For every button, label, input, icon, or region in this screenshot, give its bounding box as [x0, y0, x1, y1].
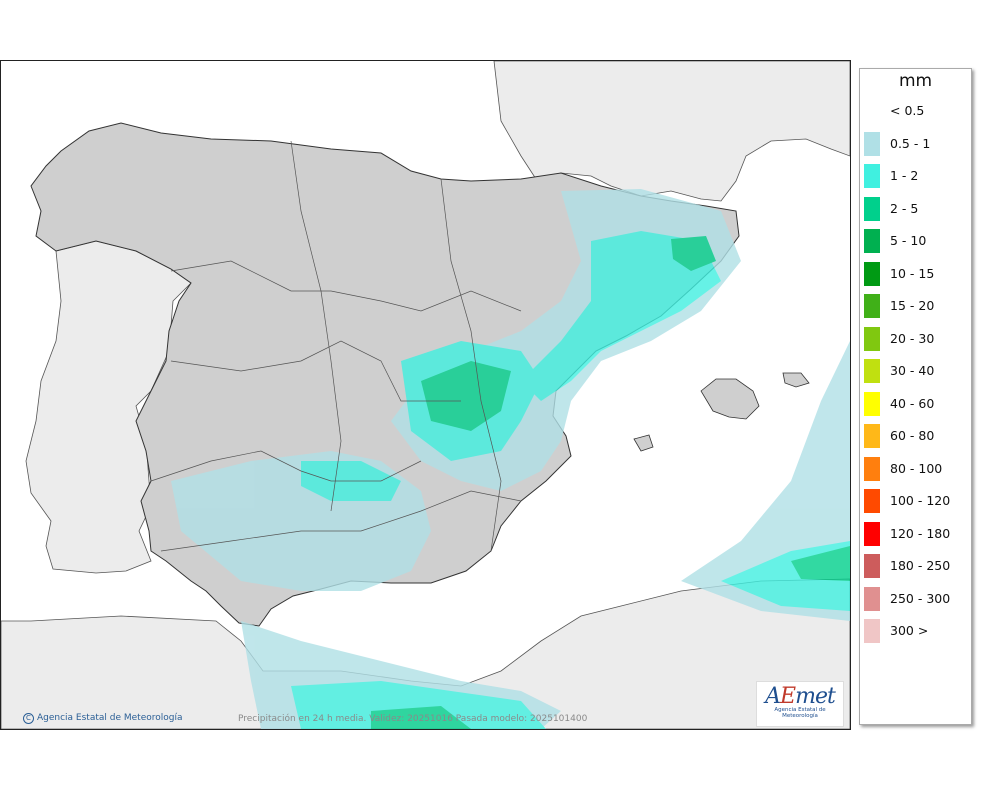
legend-label: 2 - 5: [890, 200, 919, 216]
legend-swatch: [864, 391, 880, 416]
legend-label: 180 - 250: [890, 558, 951, 573]
map-canvas: [1, 61, 850, 729]
legend-item: 180 - 250: [860, 552, 971, 578]
precipitation-map: C Agencia Estatal de Meteorología Precipi…: [0, 60, 851, 730]
legend-swatch: [864, 261, 880, 286]
credit-label: Agencia Estatal de Meteorología: [37, 713, 183, 723]
legend-label: 120 - 180: [890, 525, 951, 541]
legend-swatch: [864, 586, 880, 611]
legend-item: 300 >: [860, 617, 971, 643]
legend-item: 60 - 80: [860, 422, 971, 448]
aemet-logo: AEmet Agencia Estatal de Meteorología: [756, 681, 844, 727]
legend-swatch: [864, 294, 880, 318]
legend-panel: mm < 0.5 0.5 - 1 1 - 2 2 - 5 5 - 10 10 - 15 15…: [859, 68, 972, 725]
legend-swatch: [864, 229, 880, 253]
legend-label: 300 >: [890, 623, 929, 638]
menorca: [782, 372, 810, 388]
legend-label: 0.5 - 1: [890, 135, 931, 151]
legend-swatch: [864, 326, 880, 351]
legend-item: 15 - 20: [860, 292, 971, 318]
mallorca: [700, 378, 760, 420]
legend-label: 250 - 300: [890, 590, 951, 606]
legend-label: < 0.5: [890, 103, 925, 118]
legend-label: 30 - 40: [890, 363, 935, 378]
credit-text: C Agencia Estatal de Meteorología: [23, 713, 183, 724]
legend-swatch: [864, 619, 880, 643]
legend-swatch: [864, 521, 880, 546]
logo-brand: AEmet: [765, 684, 836, 709]
precip-zone-10: [421, 361, 511, 431]
precip-zone-11: [671, 236, 716, 271]
legend-swatch: [864, 359, 880, 383]
border-line: [150, 450, 422, 482]
legend-item: 5 - 10: [860, 227, 971, 253]
legend-swatch: [864, 99, 880, 123]
legend-label: 15 - 20: [890, 298, 935, 313]
legend-item: 40 - 60: [860, 390, 971, 416]
legend-item: 0.5 - 1: [860, 130, 971, 156]
border-line: [170, 340, 461, 402]
border-line: [160, 490, 522, 552]
legend-swatch: [864, 554, 880, 578]
precip-zone-12: [791, 546, 850, 581]
copyright-icon: C: [23, 713, 34, 724]
legend-swatch: [864, 456, 880, 481]
legend-item: 100 - 120: [860, 487, 971, 513]
precipitation-overlay: [171, 189, 850, 729]
legend-label: 20 - 30: [890, 330, 935, 346]
legend-label: 80 - 100: [890, 460, 943, 476]
legend-label: 60 - 80: [890, 428, 935, 443]
ibiza: [633, 434, 654, 452]
legend-label: 100 - 120: [890, 493, 951, 508]
precip-zone-13: [371, 706, 471, 729]
legend-swatch: [864, 196, 880, 221]
precip-zone-5: [521, 231, 721, 401]
legend-swatch: [864, 424, 880, 448]
logo-subtitle: Agencia Estatal de Meteorología: [774, 707, 826, 719]
legend-swatch: [864, 164, 880, 188]
legend-label: 40 - 60: [890, 395, 935, 411]
legend-item: 20 - 30: [860, 325, 971, 351]
validity-note: Precipitación en 24 h media. Validez: 20…: [238, 714, 588, 724]
portugal-land: [25, 240, 192, 574]
legend-item: 80 - 100: [860, 455, 971, 481]
border-line: [170, 260, 522, 312]
legend-title: mm: [898, 71, 933, 91]
legend-swatch: [864, 489, 880, 513]
legend-label: 1 - 2: [890, 168, 919, 183]
precip-zone-9: [291, 681, 546, 729]
legend-label: 5 - 10: [890, 233, 927, 248]
legend-item: 1 - 2: [860, 162, 971, 188]
legend-item: 250 - 300: [860, 585, 971, 611]
border-line: [290, 140, 342, 512]
legend-swatch: [864, 131, 880, 156]
legend-item: < 0.5: [860, 97, 971, 123]
legend-label: 10 - 15: [890, 265, 935, 281]
admin-borders: [150, 140, 522, 552]
border-line: [440, 178, 502, 552]
legend-item: 2 - 5: [860, 195, 971, 221]
legend-item: 30 - 40: [860, 357, 971, 383]
legend-item: 10 - 15: [860, 260, 971, 286]
legend-item: 120 - 180: [860, 520, 971, 546]
